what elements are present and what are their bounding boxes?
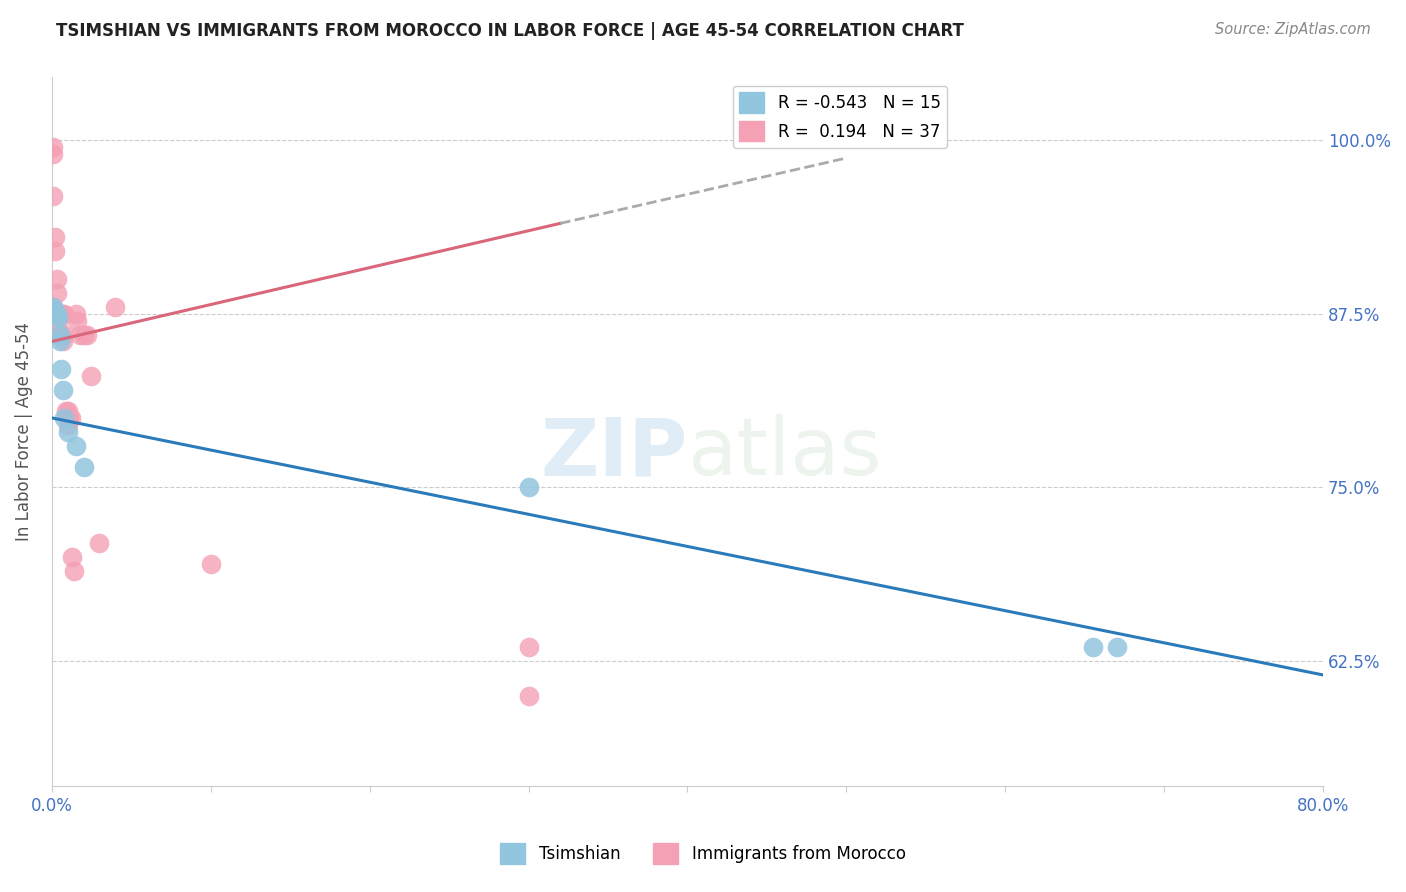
Point xyxy=(41,140,63,154)
Point xyxy=(59,410,82,425)
Y-axis label: In Labor Force | Age 45-54: In Labor Force | Age 45-54 xyxy=(15,322,32,541)
Point xyxy=(52,383,75,397)
Point xyxy=(45,285,67,300)
Point xyxy=(42,300,65,314)
Point xyxy=(56,404,79,418)
Point xyxy=(46,320,69,334)
Point xyxy=(46,310,69,325)
Point xyxy=(48,307,70,321)
Point xyxy=(62,549,84,564)
Point xyxy=(104,300,127,314)
Point xyxy=(44,230,66,244)
Point xyxy=(65,439,87,453)
Point xyxy=(517,640,540,655)
Point xyxy=(44,304,66,318)
Point xyxy=(52,307,75,321)
Point xyxy=(65,307,87,321)
Point xyxy=(52,334,75,349)
Point xyxy=(51,362,73,376)
Point xyxy=(44,244,66,259)
Point xyxy=(72,459,94,474)
Point xyxy=(66,313,89,327)
Point xyxy=(42,146,65,161)
Point xyxy=(58,410,80,425)
Point xyxy=(51,327,73,342)
Point xyxy=(53,410,76,425)
Point xyxy=(48,334,70,349)
Point xyxy=(48,327,70,342)
Point xyxy=(55,404,77,418)
Text: atlas: atlas xyxy=(688,414,882,492)
Point xyxy=(46,307,69,321)
Point xyxy=(63,564,86,578)
Point xyxy=(45,307,67,321)
Point xyxy=(517,480,540,494)
Point xyxy=(42,300,65,314)
Point xyxy=(45,307,67,321)
Point xyxy=(56,417,79,432)
Text: TSIMSHIAN VS IMMIGRANTS FROM MOROCCO IN LABOR FORCE | AGE 45-54 CORRELATION CHAR: TSIMSHIAN VS IMMIGRANTS FROM MOROCCO IN … xyxy=(56,22,965,40)
Point xyxy=(1105,640,1128,655)
Text: ZIP: ZIP xyxy=(540,414,688,492)
Legend: R = -0.543   N = 15, R =  0.194   N = 37: R = -0.543 N = 15, R = 0.194 N = 37 xyxy=(733,86,948,148)
Point xyxy=(53,327,76,342)
Point xyxy=(48,327,70,342)
Point xyxy=(51,307,73,321)
Point xyxy=(1081,640,1104,655)
Point xyxy=(80,369,103,384)
Point xyxy=(45,272,67,286)
Point xyxy=(42,188,65,202)
Point xyxy=(53,307,76,321)
Point xyxy=(517,689,540,703)
Point xyxy=(72,327,94,342)
Point xyxy=(89,536,111,550)
Point xyxy=(69,327,91,342)
Point xyxy=(56,425,79,439)
Text: Source: ZipAtlas.com: Source: ZipAtlas.com xyxy=(1215,22,1371,37)
Point xyxy=(76,327,98,342)
Point xyxy=(200,557,222,571)
Legend: Tsimshian, Immigrants from Morocco: Tsimshian, Immigrants from Morocco xyxy=(494,837,912,871)
